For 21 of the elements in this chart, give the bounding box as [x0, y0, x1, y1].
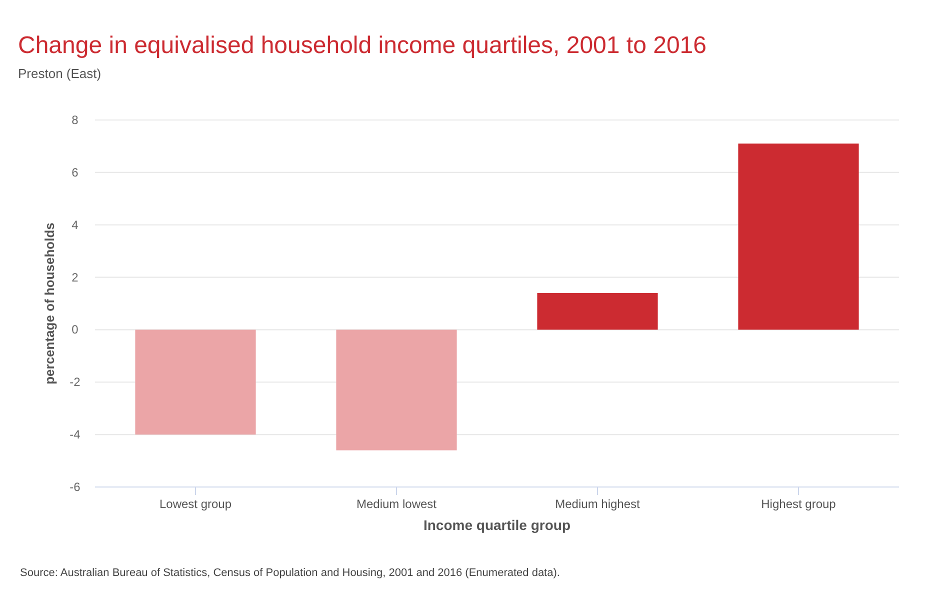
x-tick-label: Medium highest: [555, 497, 641, 511]
source-note: Source: Australian Bureau of Statistics, Census of Population and Housing, 2001 and 2016 (Enumerated data).: [20, 567, 560, 579]
y-tick-label: 8: [72, 113, 79, 127]
y-tick-label: -4: [70, 428, 81, 442]
bar: [135, 330, 256, 435]
y-tick-label: 6: [72, 165, 79, 180]
y-axis-title: percentage of households: [42, 222, 57, 384]
bar: [537, 293, 658, 330]
y-tick-label: 0: [72, 322, 79, 337]
y-tick-label: 4: [72, 218, 79, 232]
chart-title: Change in equivalised household income quartiles, 2001 to 2016: [18, 32, 706, 59]
x-axis-title: Income quartile group: [423, 517, 571, 533]
x-tick-label: Highest group: [761, 497, 836, 511]
chart-subtitle: Preston (East): [18, 66, 102, 81]
x-tick-label: Lowest group: [159, 497, 232, 511]
x-tick-label: Medium lowest: [356, 497, 438, 511]
bar: [738, 144, 859, 330]
y-tick-label: -6: [70, 480, 81, 494]
y-tick-label: 2: [72, 270, 79, 284]
y-tick-label: -2: [70, 375, 81, 390]
bar: [336, 330, 457, 450]
